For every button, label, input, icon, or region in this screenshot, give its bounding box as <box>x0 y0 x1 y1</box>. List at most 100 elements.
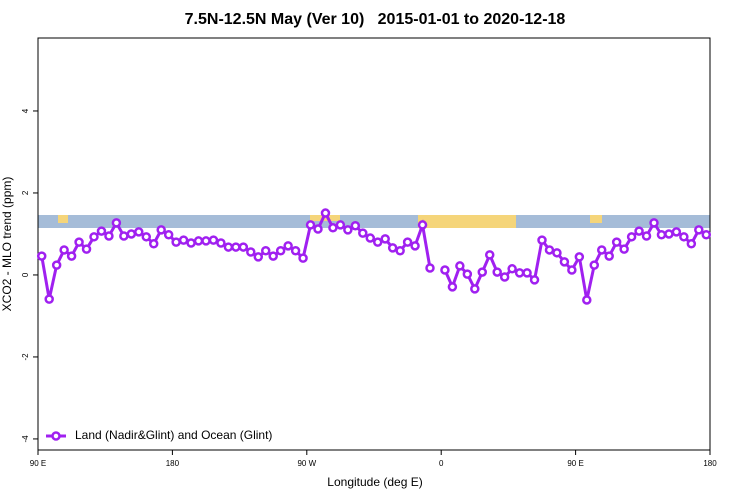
point <box>656 230 667 240</box>
x-tick-label: 180 <box>166 459 180 468</box>
point <box>380 234 390 244</box>
land-ocean-band <box>38 215 710 228</box>
point <box>223 242 234 252</box>
x-tick-label: 180 <box>703 459 717 468</box>
point <box>365 233 376 243</box>
point <box>701 230 712 240</box>
point <box>74 237 84 247</box>
x-tick-label: 0 <box>439 459 444 468</box>
point <box>544 245 555 255</box>
x-axis-label: Longitude (deg E) <box>327 475 422 489</box>
point <box>447 282 458 292</box>
point <box>343 225 353 235</box>
point <box>604 251 614 261</box>
point <box>208 235 219 245</box>
point <box>119 231 129 241</box>
point <box>559 257 570 267</box>
point <box>596 245 607 255</box>
point <box>104 231 114 241</box>
point <box>410 241 420 251</box>
point <box>253 252 264 262</box>
legend-label: Land (Nadir&Glint) and Ocean (Glint) <box>75 428 272 442</box>
y-tick-label: 4 <box>21 108 30 113</box>
point <box>328 223 338 233</box>
x-tick-label: 90 E <box>567 459 583 468</box>
point <box>305 220 316 230</box>
point <box>358 228 368 238</box>
chart-title: 7.5N-12.5N May (Ver 10) 2015-01-01 to 20… <box>185 11 566 28</box>
point <box>649 218 659 228</box>
point <box>529 275 540 285</box>
point <box>395 246 405 256</box>
legend-marker <box>51 431 61 441</box>
point <box>126 229 137 239</box>
ocean-band <box>38 215 710 228</box>
point <box>477 267 488 277</box>
point <box>66 251 77 261</box>
point <box>694 225 704 235</box>
point <box>59 245 69 255</box>
point <box>574 252 585 262</box>
point <box>611 237 622 247</box>
point <box>141 232 152 242</box>
point <box>417 220 428 230</box>
point <box>171 237 181 247</box>
point <box>679 232 689 242</box>
point <box>178 235 189 245</box>
point <box>36 251 47 261</box>
point <box>634 226 644 236</box>
point <box>425 263 435 273</box>
point <box>514 268 525 278</box>
point <box>619 244 629 254</box>
land-band <box>418 215 516 228</box>
point <box>462 269 473 279</box>
point <box>626 232 637 242</box>
point <box>686 239 697 249</box>
point <box>81 244 92 254</box>
point <box>238 242 249 252</box>
point <box>522 268 532 278</box>
point <box>163 230 174 240</box>
point <box>350 221 361 231</box>
point <box>507 264 517 274</box>
point <box>641 231 652 241</box>
x-tick-label: 90 E <box>30 459 46 468</box>
y-tick-label: 2 <box>21 190 30 195</box>
point <box>664 229 674 239</box>
point <box>582 295 592 305</box>
point <box>499 272 510 282</box>
point <box>193 236 204 246</box>
point <box>567 265 577 275</box>
point <box>201 236 211 246</box>
point <box>335 220 346 230</box>
point <box>470 284 480 294</box>
y-tick-label: -4 <box>21 435 30 443</box>
point <box>186 238 196 248</box>
point <box>216 238 226 248</box>
point <box>402 237 413 247</box>
point <box>51 260 62 270</box>
point <box>134 227 144 237</box>
y-axis-label: XCO2 - MLO trend (ppm) <box>0 177 14 312</box>
land-band <box>310 215 340 221</box>
plot-frame <box>37 37 711 451</box>
point <box>246 247 256 257</box>
point <box>156 225 166 235</box>
point <box>96 226 107 236</box>
point <box>313 224 323 234</box>
point <box>589 260 600 270</box>
point <box>283 241 293 251</box>
point <box>298 253 308 263</box>
point <box>387 243 398 253</box>
point <box>372 237 383 247</box>
point <box>89 232 99 242</box>
point <box>231 242 241 252</box>
point <box>492 267 502 277</box>
point <box>484 250 495 260</box>
x-tick-label: 90 W <box>297 459 316 468</box>
y-tick-label: 0 <box>21 272 30 277</box>
point <box>440 265 450 275</box>
point <box>552 248 562 258</box>
point <box>455 261 465 271</box>
